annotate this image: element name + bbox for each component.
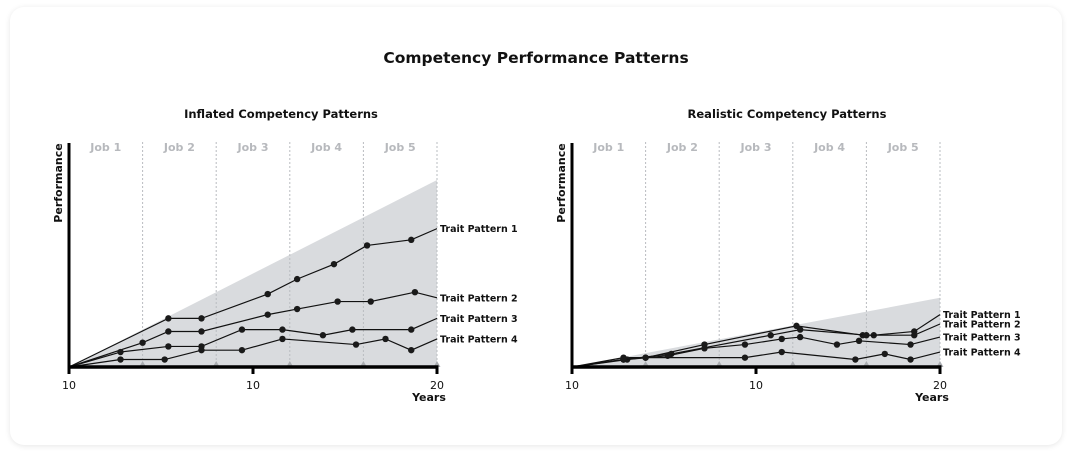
x-tick-label: 10 — [565, 379, 579, 392]
data-point — [863, 332, 870, 339]
page-title: Competency Performance Patterns — [383, 49, 689, 67]
data-point — [911, 332, 918, 339]
series-label: Trait Pattern 3 — [943, 333, 1021, 344]
data-point — [330, 260, 338, 268]
job-label: Job 2 — [666, 141, 698, 154]
job-label: Job 4 — [310, 141, 342, 154]
data-point — [198, 315, 205, 322]
x-axis-title: Years — [411, 391, 446, 404]
series-label: Trait Pattern 2 — [440, 293, 518, 304]
x-tick-label: 10 — [246, 379, 260, 392]
job-label: Job 1 — [592, 141, 624, 154]
data-point — [165, 343, 172, 350]
job-label: Job 4 — [813, 141, 845, 154]
data-point — [408, 236, 415, 244]
data-point — [620, 356, 627, 363]
data-point — [349, 326, 356, 333]
series-label: Trait Pattern 1 — [943, 310, 1021, 321]
data-point — [165, 328, 172, 335]
data-point — [642, 354, 649, 361]
data-point — [264, 290, 271, 298]
inflated-chart: Inflated Competency Patterns Job 1 Job 2 Jo… — [52, 107, 518, 404]
data-point — [319, 332, 327, 339]
data-point — [117, 356, 124, 363]
x-tick-label: 10 — [749, 379, 763, 392]
data-point — [852, 356, 859, 363]
series-label: Trait Pattern 4 — [440, 334, 518, 345]
data-point — [411, 289, 419, 296]
data-point — [238, 346, 246, 354]
data-point — [796, 326, 804, 333]
data-point — [198, 328, 205, 335]
data-point — [408, 326, 415, 333]
series-line-4 — [68, 338, 438, 368]
chart-card — [10, 7, 1062, 445]
data-point — [293, 305, 301, 313]
chart-subtitle: Inflated Competency Patterns — [184, 107, 378, 121]
data-point — [139, 339, 146, 346]
data-point — [741, 341, 749, 348]
data-point — [279, 326, 286, 333]
y-axis-title: Performance — [52, 143, 65, 222]
realistic-chart: Realistic Competency Patterns Job 1 Job 2 J… — [555, 107, 1021, 404]
shaded-envelope — [572, 297, 940, 367]
data-point — [881, 350, 888, 358]
data-point — [778, 335, 785, 343]
data-point — [382, 335, 389, 343]
job-label: Job 1 — [89, 141, 121, 154]
series-label: Trait Pattern 1 — [440, 224, 518, 235]
x-tick-label: 10 — [62, 379, 76, 392]
x-tick-label: 20 — [430, 379, 444, 392]
data-point — [907, 341, 914, 348]
data-point — [796, 333, 804, 341]
data-point — [117, 348, 124, 356]
x-axis-title: Years — [914, 391, 949, 404]
x-tick-label: 20 — [933, 379, 947, 392]
data-point — [293, 275, 301, 283]
series-label: Trait Pattern 3 — [440, 314, 518, 325]
data-point — [165, 315, 172, 322]
data-point — [279, 335, 286, 343]
data-point — [767, 332, 774, 339]
data-point — [363, 242, 371, 249]
data-point — [198, 346, 205, 354]
job-label: Job 3 — [236, 141, 268, 154]
data-point — [408, 346, 415, 354]
chart-subtitle: Realistic Competency Patterns — [688, 107, 887, 121]
data-point — [264, 311, 271, 318]
data-point — [907, 356, 914, 363]
series-label: Trait Pattern 4 — [943, 348, 1021, 359]
y-axis-title: Performance — [555, 143, 568, 222]
data-point — [238, 326, 246, 333]
data-point — [352, 341, 360, 348]
job-label: Job 2 — [163, 141, 195, 154]
series-label: Trait Pattern 2 — [943, 319, 1021, 330]
data-point — [855, 337, 863, 345]
data-point — [741, 354, 749, 361]
data-point — [833, 341, 841, 348]
series-line-2 — [68, 291, 438, 368]
shaded-envelope — [69, 180, 437, 367]
job-label: Job 5 — [384, 141, 416, 154]
data-point — [161, 356, 168, 363]
job-label: Job 3 — [739, 141, 771, 154]
data-point — [334, 298, 341, 305]
series-line-3 — [68, 317, 438, 368]
data-point — [778, 348, 785, 356]
data-point — [367, 298, 374, 305]
data-point — [701, 345, 708, 352]
job-label: Job 5 — [887, 141, 919, 154]
